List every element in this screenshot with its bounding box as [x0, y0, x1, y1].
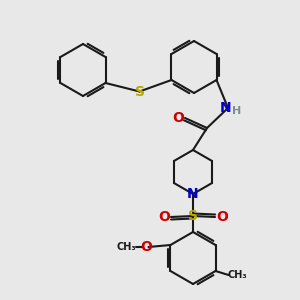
Text: N: N	[187, 187, 199, 201]
Text: N: N	[220, 101, 232, 115]
Text: O: O	[216, 210, 228, 224]
Text: O: O	[158, 210, 170, 224]
Text: S: S	[134, 85, 145, 98]
Text: O: O	[140, 240, 152, 254]
Text: CH₃: CH₃	[117, 242, 136, 252]
Text: S: S	[188, 209, 198, 223]
Text: O: O	[172, 111, 184, 125]
Text: CH₃: CH₃	[228, 270, 247, 280]
Text: H: H	[232, 106, 242, 116]
